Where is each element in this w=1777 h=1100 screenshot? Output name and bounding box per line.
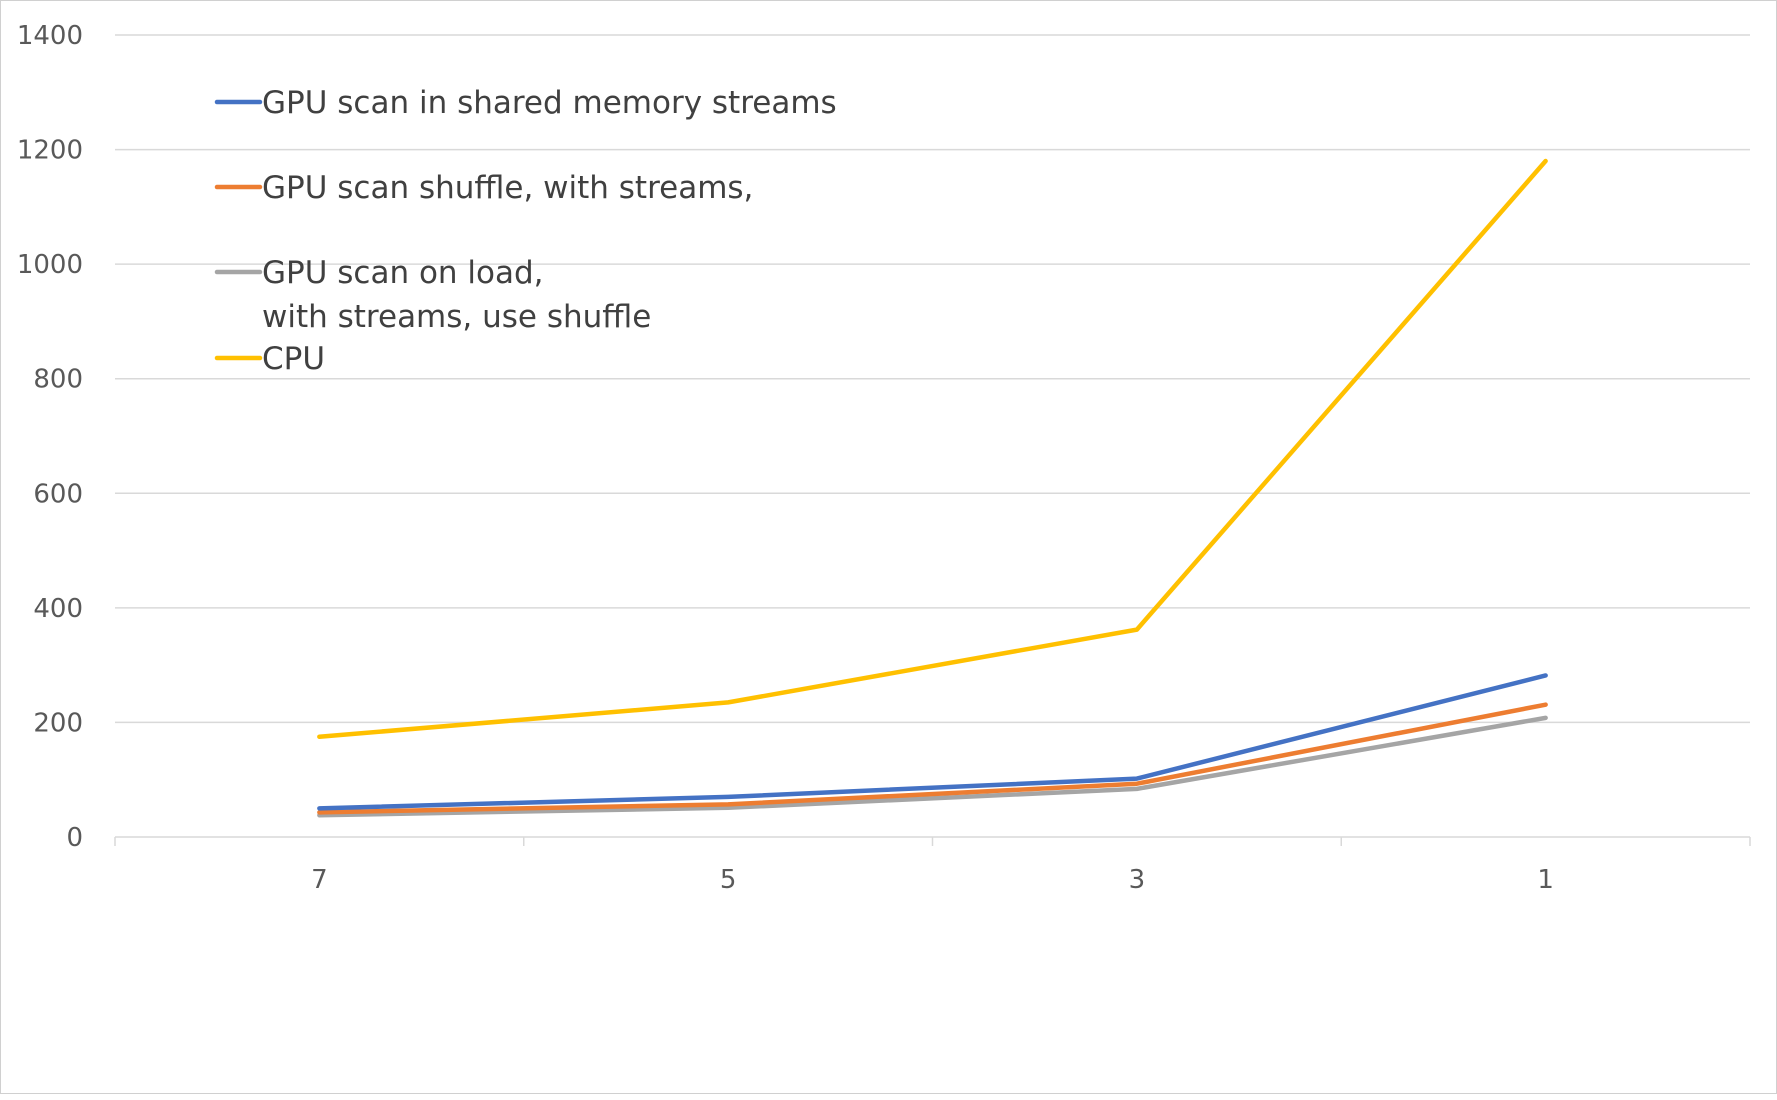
legend-label: GPU scan in shared memory streams [262, 85, 837, 121]
legend-entry-3: GPU scan on load, with streams, use shuff… [214, 255, 651, 335]
legend-label: GPU scan shuffle, with streams, [262, 170, 753, 206]
legend-entry-2: GPU scan shuffle, with streams, [214, 170, 753, 206]
x-tick-label: 7 [311, 865, 328, 895]
y-tick-label: 1200 [17, 136, 83, 166]
legend-label: CPU [262, 341, 325, 377]
gridlines [115, 34, 1750, 724]
x-tick-label: 1 [1537, 865, 1554, 895]
series-line-1 [317, 673, 1548, 811]
y-tick-label: 200 [33, 708, 83, 738]
legend: GPU scan in shared memory streams GPU sca… [214, 85, 837, 377]
series-lines [317, 158, 1548, 818]
x-tick-label: 5 [720, 865, 737, 895]
series-line-4 [317, 158, 1548, 739]
x-axis [114, 836, 1751, 846]
x-axis-tick-labels: 7 5 3 1 [311, 865, 1554, 895]
y-tick-label: 0 [66, 823, 83, 853]
y-axis-tick-labels: 0 200 400 600 800 1000 1200 1400 [17, 21, 83, 853]
legend-entry-1: GPU scan in shared memory streams [214, 85, 837, 121]
series-line-2 [317, 702, 1548, 815]
y-tick-label: 600 [33, 479, 83, 509]
legend-entry-4: CPU [214, 341, 325, 377]
x-tick-label: 3 [1129, 865, 1146, 895]
series-line-3 [317, 715, 1548, 818]
y-tick-label: 1400 [17, 21, 83, 51]
y-tick-label: 400 [33, 594, 83, 624]
y-tick-label: 800 [33, 365, 83, 395]
y-tick-label: 1000 [17, 250, 83, 280]
legend-label: GPU scan on load, with streams, use shuff… [262, 255, 651, 335]
